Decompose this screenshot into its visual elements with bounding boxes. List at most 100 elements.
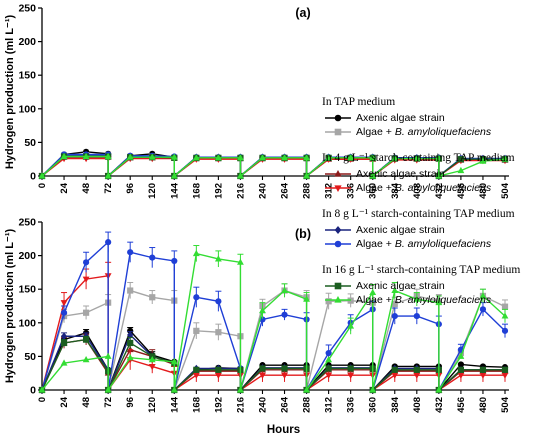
data-point [82, 336, 90, 343]
data-point [237, 258, 244, 265]
x-tick-label: 408 [412, 397, 423, 413]
x-tick-label: 240 [257, 183, 268, 199]
panel-label: (a) [295, 6, 310, 20]
y-tick-label: 0 [30, 171, 36, 183]
data-point [435, 298, 443, 306]
data-point [303, 295, 310, 302]
x-tick-label: 480 [478, 183, 489, 199]
legend-swatch [325, 114, 351, 122]
data-point [60, 152, 68, 159]
data-point [237, 172, 244, 179]
y-axis-label: Hydrogen production (ml L⁻¹) [4, 15, 16, 170]
data-point [149, 254, 156, 261]
data-point [193, 366, 200, 373]
data-point [303, 154, 310, 161]
data-point [82, 309, 90, 316]
data-point [104, 152, 112, 159]
data-point [215, 329, 222, 336]
data-point [127, 249, 134, 256]
series-line [41, 338, 505, 392]
x-tick-label: 384 [390, 396, 401, 413]
data-point [501, 312, 509, 319]
x-tick-label: 312 [324, 183, 335, 199]
data-point [60, 339, 68, 347]
series-7 [38, 245, 509, 393]
series-line [41, 289, 506, 393]
data-point [435, 154, 443, 162]
x-tick-label: 432 [434, 397, 445, 413]
legend-marker [334, 226, 342, 234]
x-tick-label: 48 [81, 183, 92, 194]
data-point [281, 365, 288, 372]
legend: In TAP medium Axenic algae strain Algae + … [322, 95, 550, 319]
legend-group-title: In 4 g L⁻¹ starch-containing TAP medium [322, 152, 515, 164]
data-point [501, 372, 509, 379]
legend-entry: Algae + B. amyloliquefaciens [322, 181, 550, 195]
data-point [171, 257, 178, 265]
x-tick-label: 120 [147, 397, 158, 413]
x-tick-label: 336 [346, 397, 357, 413]
x-tick-label: 0 [37, 397, 48, 402]
y-tick-label: 150 [18, 284, 36, 296]
x-tick-label: 120 [147, 183, 158, 199]
legend-group-title: In 16 g L⁻¹ starch-containing TAP medium [322, 264, 521, 276]
data-point [457, 166, 465, 174]
y-tick-label: 250 [18, 3, 36, 15]
data-point [479, 366, 487, 373]
y-tick-label: 250 [18, 217, 36, 229]
legend-marker [334, 296, 342, 303]
data-point [193, 327, 200, 334]
data-point [369, 288, 377, 296]
data-point [457, 352, 465, 359]
data-point [347, 365, 354, 372]
data-point [127, 287, 134, 294]
data-point [457, 366, 465, 373]
data-point [193, 294, 200, 301]
y-tick-label: 50 [24, 351, 36, 363]
legend-entry-label: Algae + B. amyloliquefaciens [356, 238, 492, 250]
legend-entry: Algae + B. amyloliquefaciens [322, 125, 550, 139]
x-tick-label: 504 [500, 182, 511, 199]
data-point [259, 154, 266, 161]
legend-entry: Algae + B. amyloliquefaciens [322, 237, 550, 251]
x-tick-label: 216 [235, 183, 246, 199]
y-tick-label: 150 [18, 70, 36, 82]
data-point [391, 154, 399, 162]
data-point [325, 154, 333, 161]
data-point [170, 358, 178, 365]
legend-group-0: In TAP medium Axenic algae strain Algae + … [322, 95, 550, 139]
legend-swatch [325, 185, 351, 192]
y-axis-label: Hydrogen production (ml L⁻¹) [4, 229, 16, 384]
legend-group-1: In 4 g L⁻¹ starch-containing TAP medium A… [322, 151, 550, 195]
panel-label: (b) [295, 227, 311, 241]
data-point [501, 366, 509, 373]
x-tick-label: 72 [103, 397, 114, 408]
legend-swatch [325, 226, 351, 234]
legend-entry-label: Axenic algae strain [356, 280, 445, 292]
series-line [41, 252, 506, 393]
data-point [457, 361, 465, 368]
panel-b: 0 50 100 150 200 250 0 24 48 72 96 120 144 168 192 216 2… [4, 217, 511, 437]
data-point [391, 312, 398, 320]
x-axis-label: Hours [267, 424, 300, 436]
data-point [214, 154, 222, 161]
data-point [192, 154, 200, 161]
data-point [82, 152, 90, 159]
legend-marker [334, 185, 342, 192]
data-point [457, 156, 465, 163]
data-point [369, 172, 377, 179]
legend-swatch [325, 282, 351, 290]
x-tick-label: 0 [37, 183, 48, 188]
legend-swatch [325, 170, 351, 177]
x-tick-label: 360 [368, 397, 379, 413]
y-tick-label: 200 [18, 36, 36, 48]
data-point [413, 312, 420, 320]
x-tick-label: 504 [500, 396, 511, 413]
legend-entry: Axenic algae strain [322, 167, 550, 181]
legend-swatch [325, 128, 351, 136]
x-tick-label: 456 [456, 183, 467, 199]
data-point [413, 372, 421, 379]
data-point [215, 366, 222, 373]
legend-marker [334, 240, 342, 248]
x-tick-label: 288 [302, 397, 313, 413]
